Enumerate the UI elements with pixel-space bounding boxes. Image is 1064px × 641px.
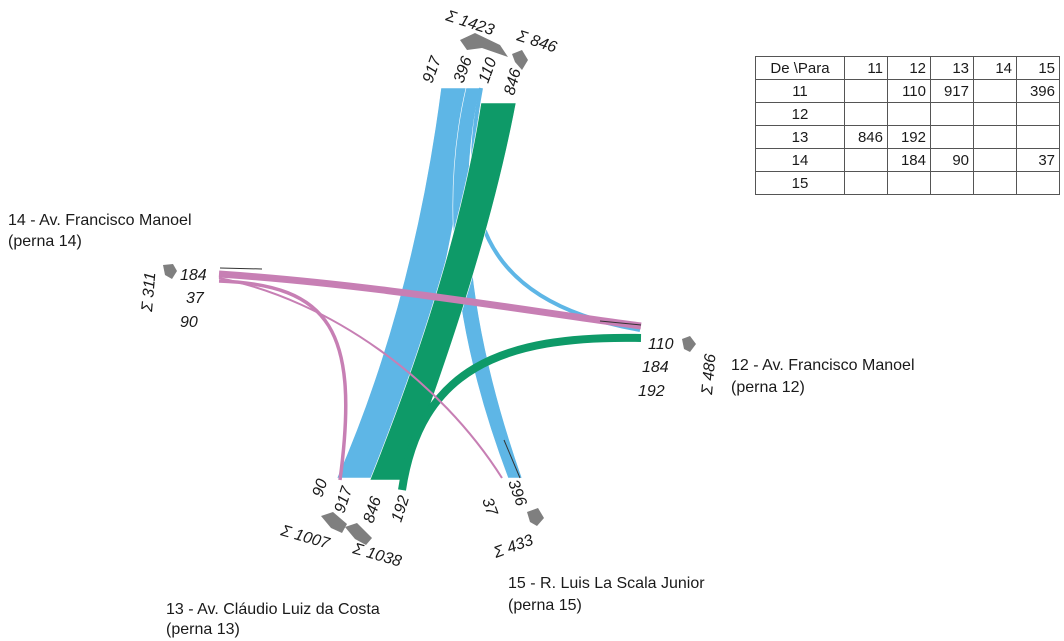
- table-cell: [844, 102, 888, 126]
- table-cell: 846: [844, 125, 888, 149]
- bottom-90: 90: [310, 477, 332, 499]
- bottom-917: 917: [332, 484, 357, 516]
- table-row: 14 184 90 37: [755, 148, 1060, 172]
- table-row: 15: [755, 171, 1060, 195]
- table-cell: [844, 148, 888, 172]
- left-37: 37: [186, 290, 205, 307]
- table-header-cell: 11: [844, 56, 888, 80]
- table-cell: 14: [755, 148, 845, 172]
- bottom-15-labels: 37 396 Σ 433: [478, 478, 536, 563]
- b15-sum: Σ 433: [491, 532, 536, 562]
- bottom-15-connector: [527, 508, 544, 526]
- top-sum-out: Σ 1423: [443, 7, 497, 39]
- table-row: 11 110 917 396: [755, 79, 1060, 103]
- connector-markers: [163, 33, 696, 545]
- table-row: 12: [755, 102, 1060, 126]
- top-labels: 917 396 110 846 Σ 1423 Σ 846: [420, 7, 559, 97]
- leg15-name: 15 - R. Luis La Scala Junior: [508, 575, 705, 592]
- leg15-sub: (perna 15): [508, 597, 582, 614]
- table-header-cell: De \Para: [755, 56, 845, 80]
- table-cell: [973, 148, 1017, 172]
- top-connector-out: [460, 33, 508, 57]
- table-cell: [973, 102, 1017, 126]
- od-matrix-table: De \Para 11 12 13 14 15 11 110 917 396 1…: [755, 56, 1060, 195]
- table-header-cell: 13: [930, 56, 974, 80]
- flow-14-to-13: [218, 279, 348, 481]
- table-header-cell: 12: [887, 56, 931, 80]
- bottom-192: 192: [389, 493, 413, 524]
- flow-14-to-12: [218, 270, 642, 330]
- table-cell: 37: [1016, 148, 1060, 172]
- bottom-846: 846: [361, 494, 385, 525]
- bottom-13-connector-in: [321, 512, 347, 533]
- table-cell: 90: [930, 148, 974, 172]
- table-cell: 13: [755, 125, 845, 149]
- table-cell: [1016, 171, 1060, 195]
- table-cell: [930, 102, 974, 126]
- top-846: 846: [501, 67, 524, 97]
- table-cell: 110: [887, 79, 931, 103]
- table-cell: [930, 125, 974, 149]
- top-917: 917: [420, 53, 445, 85]
- table-cell: [930, 171, 974, 195]
- flow-14-to-15: [218, 277, 503, 479]
- leg12-sub: (perna 12): [731, 379, 805, 396]
- left-connector: [163, 264, 177, 279]
- table-cell: 396: [1016, 79, 1060, 103]
- table-cell: [1016, 102, 1060, 126]
- leg12-name: 12 - Av. Francisco Manoel: [731, 357, 915, 374]
- table-cell: 192: [887, 125, 931, 149]
- bottom-sum-out: Σ 1038: [350, 540, 403, 570]
- left-sum: Σ 311: [139, 271, 159, 313]
- top-396: 396: [451, 54, 476, 85]
- table-cell: 184: [887, 148, 931, 172]
- leg-labels: 14 - Av. Francisco Manoel (perna 14) 12 …: [8, 212, 915, 638]
- table-cell: [844, 79, 888, 103]
- bottom-sum-in: Σ 1007: [278, 522, 332, 553]
- top-connector-in: [512, 50, 528, 70]
- table-cell: [844, 171, 888, 195]
- flow-13-to-12: [398, 333, 642, 491]
- b15-396: 396: [504, 478, 529, 509]
- table-cell: 917: [930, 79, 974, 103]
- right-184: 184: [642, 359, 669, 376]
- table-row: 13 846 192: [755, 125, 1060, 149]
- right-192: 192: [638, 383, 665, 400]
- table-cell: [973, 171, 1017, 195]
- left-184: 184: [180, 267, 207, 284]
- right-connector: [682, 336, 696, 352]
- table-cell: [887, 171, 931, 195]
- bottom-13-connector-out: [345, 523, 372, 545]
- right-110: 110: [648, 336, 674, 353]
- right-labels: 110 184 192 Σ 486: [638, 336, 720, 400]
- left-90: 90: [180, 314, 198, 331]
- b15-37: 37: [478, 496, 500, 520]
- table-cell: [973, 125, 1017, 149]
- table-cell: 11: [755, 79, 845, 103]
- table-cell: [887, 102, 931, 126]
- leg14-sub: (perna 14): [8, 233, 82, 250]
- leg13-sub: (perna 13): [166, 621, 240, 638]
- flow-ribbons: [218, 87, 642, 491]
- table-header-cell: 14: [973, 56, 1017, 80]
- leg13-name: 13 - Av. Cláudio Luiz da Costa: [166, 601, 380, 618]
- right-sum: Σ 486: [699, 353, 720, 396]
- table-cell: [973, 79, 1017, 103]
- top-110: 110: [476, 55, 501, 85]
- leg14-name: 14 - Av. Francisco Manoel: [8, 212, 192, 229]
- table-cell: [1016, 125, 1060, 149]
- table-cell: 15: [755, 171, 845, 195]
- table-cell: 12: [755, 102, 845, 126]
- table-header-row: De \Para 11 12 13 14 15: [755, 56, 1060, 80]
- left-labels: 184 37 90 Σ 311: [139, 267, 207, 331]
- table-header-cell: 15: [1016, 56, 1060, 80]
